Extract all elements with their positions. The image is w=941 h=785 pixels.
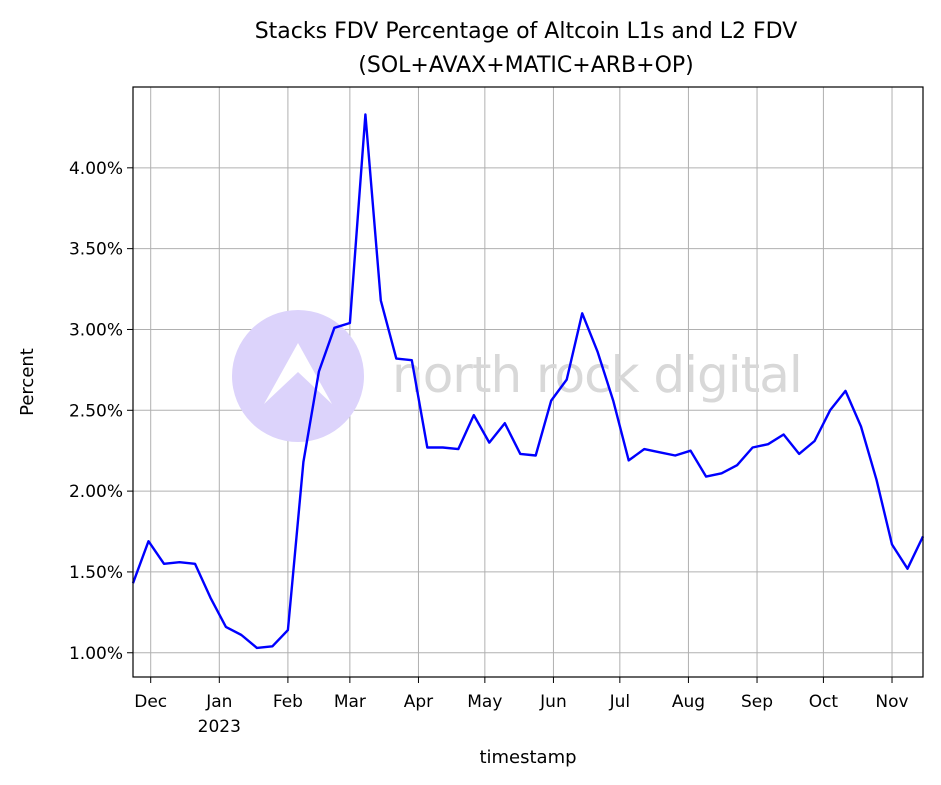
series-line-0: [131, 113, 925, 650]
y-tick-label-1: 1.50%: [69, 563, 123, 583]
series-layer: [131, 113, 925, 650]
x-tick-label-7: Jul: [609, 692, 631, 712]
y-tick-label-5: 3.50%: [69, 240, 123, 260]
x-tick-label-3: Mar: [334, 692, 366, 712]
north-rock-logo-icon: [264, 343, 332, 404]
y-tick-label-3: 2.50%: [69, 401, 123, 421]
x-tick-label-0: Dec: [134, 692, 167, 712]
y-tick-label-4: 3.00%: [69, 320, 123, 340]
y-axis: 1.00% 1.50% 2.00% 2.50% 3.00% 3.50% 4.00%: [69, 159, 133, 664]
x-axis-label: timestamp: [479, 747, 576, 768]
chart-title: Stacks FDV Percentage of Altcoin L1s and…: [255, 19, 798, 44]
x-axis: Dec Jan 2023 Feb Mar Apr May Jun Jul Aug Sep Oct Nov: [134, 677, 909, 737]
x-tick-label-4: Apr: [404, 692, 433, 712]
grid: [133, 87, 923, 677]
x-tick-label-10: Oct: [809, 692, 839, 712]
x-tick-label-11: Nov: [875, 692, 908, 712]
y-tick-label-0: 1.00%: [69, 644, 123, 664]
plot-area: [132, 86, 924, 678]
chart-subtitle: (SOL+AVAX+MATIC+ARB+OP): [358, 53, 693, 78]
x-tick-sublabel-1: 2023: [198, 717, 241, 737]
x-tick-label-2: Feb: [273, 692, 303, 712]
y-axis-label: Percent: [17, 348, 38, 416]
x-tick-label-5: May: [467, 692, 502, 712]
x-tick-label-9: Sep: [741, 692, 773, 712]
watermark-logo-circle: [232, 310, 364, 442]
watermark: north rock digital: [232, 310, 803, 442]
y-tick-label-2: 2.00%: [69, 482, 123, 502]
x-tick-label-1: Jan: [205, 692, 232, 712]
watermark-text: north rock digital: [392, 346, 802, 404]
x-tick-label-6: Jun: [539, 692, 567, 712]
x-tick-label-8: Aug: [672, 692, 705, 712]
y-tick-label-6: 4.00%: [69, 159, 123, 179]
